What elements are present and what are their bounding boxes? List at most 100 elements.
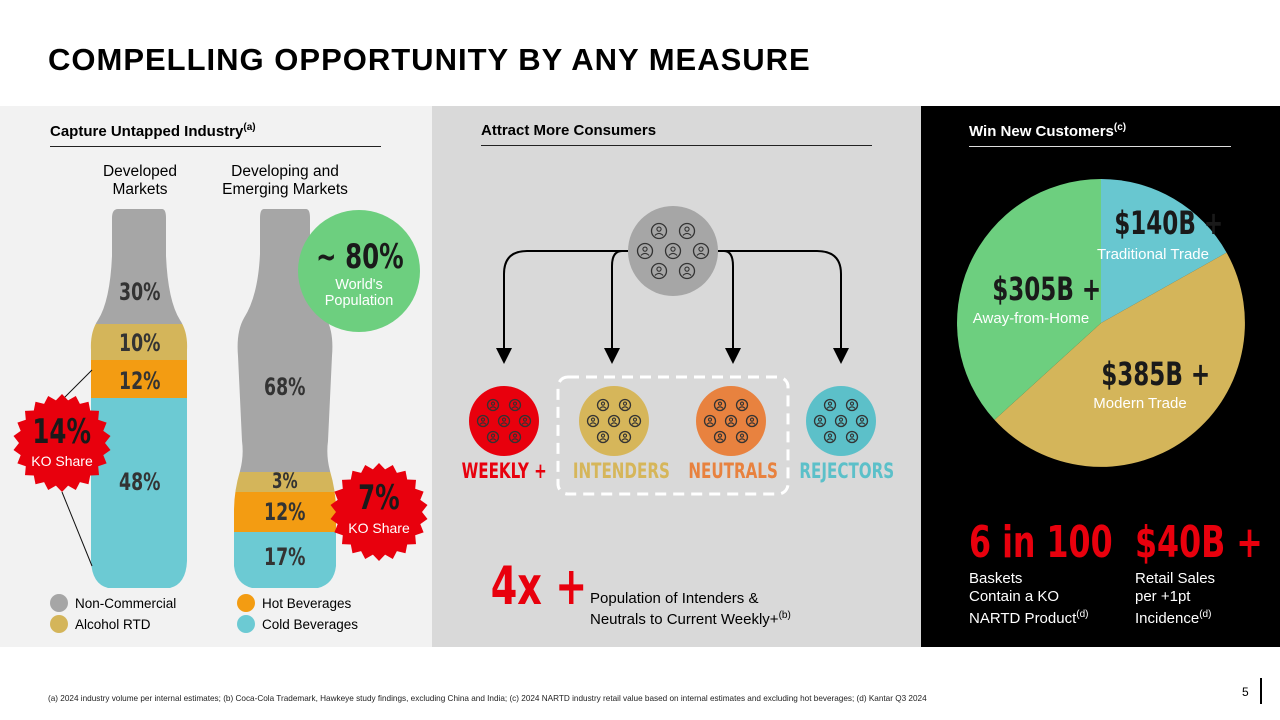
world-population-value: ~ 80% [316,237,404,277]
person-icon [845,398,859,412]
person-icon [678,222,696,240]
stat1-value: 6 in 100 [969,517,1113,568]
ko-share-dev-label: KO Share [31,453,93,469]
group-icons [476,398,869,444]
panel2-heading: Attract More Consumers [481,122,872,146]
person-icon [845,430,859,444]
callout-line [61,369,93,401]
stat2-value: $40B + [1135,517,1263,568]
person-icon [735,398,749,412]
neutrals-label: NEUTRALS [688,459,778,483]
person-icon [650,222,668,240]
person-icon [650,262,668,280]
person-icon [823,430,837,444]
dev-hot-beverages-value: 12% [119,367,161,395]
person-icon [618,398,632,412]
person-icon [703,414,717,428]
person-icon [596,430,610,444]
page-number: 5 [1242,685,1249,699]
world-population-circle [298,210,420,332]
person-icon [628,414,642,428]
page-title: COMPELLING OPPORTUNITY BY ANY MEASURE [48,42,811,77]
person-icon [607,414,621,428]
segment-hot-beverages [90,360,188,398]
segment-cold-beverages [90,398,188,588]
panel-win-new-customers: Win New Customers(c) $140B + Traditional… [921,106,1280,647]
weekly-label: WEEKLY + [461,459,547,483]
ko-share-emg-label: KO Share [348,520,410,536]
ko-share-burst-emerging [330,463,428,561]
person-icon [713,430,727,444]
person-icon [618,430,632,444]
arrow-to-rejectors [718,250,849,364]
legend-item: Non-Commercial [50,594,176,612]
pie-chart [957,179,1245,467]
person-icon [823,398,837,412]
person-icon [486,430,500,444]
person-icon [664,242,682,260]
person-icon [508,430,522,444]
pie-slice-modern-trade [994,252,1245,467]
emg-alcohol-rtd-value: 3% [272,469,298,493]
person-icon [713,398,727,412]
world-population-label: World's Population [324,277,394,309]
multiplier-value: 4x + [490,556,588,617]
panel1-heading: Capture Untapped Industry(a) [50,122,381,147]
slice-label-traditional-value: $140B + [1114,204,1224,242]
segment-alcohol-rtd [234,472,336,492]
person-icon [735,430,749,444]
legend-item: Hot Beverages [237,594,351,612]
person-icon [486,398,500,412]
legend-item: Alcohol RTD [50,615,151,633]
person-icon [596,398,610,412]
arrow-to-weekly [496,250,628,364]
intenders-label: INTENDERS [572,459,670,483]
population-icons [636,222,710,280]
slice-label-traditional: Traditional Trade [1096,246,1209,263]
slice-label-modern: Modern Trade [1093,395,1187,412]
panel-capture-untapped-industry: Capture Untapped Industry(a) Developed M… [0,106,432,647]
page-number-divider [1260,678,1262,704]
person-icon [508,398,522,412]
dev-alcohol-rtd-value: 10% [119,329,161,357]
person-icon [834,414,848,428]
pie-slices [957,179,1245,467]
pie-slice-away-from-home [957,179,1101,420]
panel3-heading: Win New Customers(c) [969,122,1231,147]
emg-hot-beverages-value: 12% [264,498,306,526]
segment-alcohol-rtd [90,324,188,360]
dev-cold-beverages-value: 48% [119,468,161,496]
bottles-graphic [13,209,428,588]
bottle-developed [90,209,188,588]
legend-swatch [237,615,255,633]
stat2-text: Retail Sales per +1pt Incidence(d) [1135,570,1216,627]
segment-cold-beverages [234,532,336,588]
person-icon [518,414,532,428]
emg-non-commercial-value: 68% [264,373,306,401]
dev-non-commercial-value: 30% [119,278,161,306]
ko-share-burst-developed [13,394,111,492]
slice-label-modern-value: $385B + [1101,355,1211,393]
callout-line [61,491,93,567]
col-developing-markets: Developing and Emerging Markets [222,163,348,198]
arrow-to-intenders [604,250,628,364]
person-icon [692,242,710,260]
slice-label-away-value: $305B + [992,270,1102,308]
pie-slice-traditional-trade [1101,179,1227,323]
ko-share-emg-value: 7% [358,478,400,518]
person-icon [636,242,654,260]
person-icon [855,414,869,428]
footnotes: (a) 2024 industry volume per internal es… [48,694,927,703]
person-icon [476,414,490,428]
person-icon [497,414,511,428]
person-icon [586,414,600,428]
person-icon [678,262,696,280]
slice-label-away: Away-from-Home [972,310,1090,327]
col-developed-markets: Developed Markets [102,163,178,198]
multiplier-text: Population of Intenders & Neutrals to Cu… [590,590,791,628]
legend-swatch [237,594,255,612]
panel-attract-more-consumers: Attract More Consumers WEEKLY + INTENDER… [432,106,921,647]
intenders-neutrals-box [556,375,790,496]
person-icon [813,414,827,428]
person-icon [745,414,759,428]
